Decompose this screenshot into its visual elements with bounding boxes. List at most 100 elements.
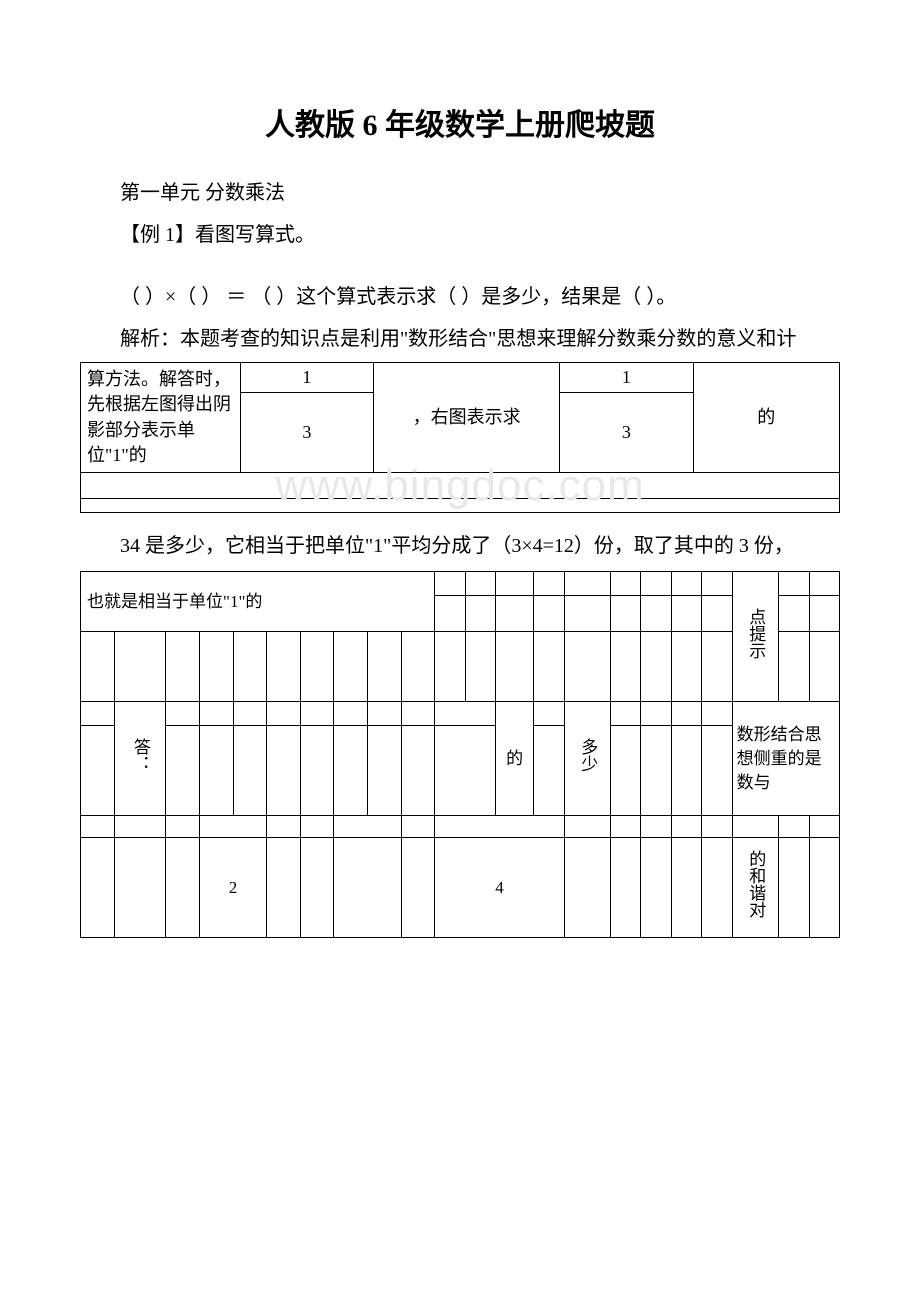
cell — [300, 726, 334, 816]
cell — [702, 702, 732, 726]
cell — [564, 632, 611, 702]
cell — [534, 596, 564, 632]
cell — [809, 838, 839, 938]
cell — [401, 838, 435, 938]
cell — [641, 596, 671, 632]
cell: 的 — [496, 702, 534, 816]
cell — [199, 632, 233, 702]
cell: 1 — [240, 363, 373, 393]
cell: 1 — [560, 363, 693, 393]
cell — [166, 816, 200, 838]
cell — [611, 726, 641, 816]
cell — [81, 499, 840, 513]
analysis-intro: 解析：本题考查的知识点是利用"数形结合"思想来理解分数乘分数的意义和计 — [80, 320, 840, 358]
cell — [702, 572, 732, 596]
cell: 3 — [240, 393, 373, 473]
cell — [267, 726, 301, 816]
table-row — [81, 632, 840, 702]
cell — [611, 702, 641, 726]
table-2: 也就是相当于单位"1"的 点提示 — [80, 571, 840, 938]
cell — [401, 702, 435, 726]
cell — [465, 596, 495, 632]
cell — [732, 816, 779, 838]
cell: 算方法。解答时，先根据左图得出阴影部分表示单位"1"的 — [81, 363, 241, 473]
cell — [564, 816, 611, 838]
cell — [435, 596, 465, 632]
cell: 3 — [560, 393, 693, 473]
cell — [611, 838, 641, 938]
cell — [496, 596, 534, 632]
cell — [199, 702, 233, 726]
cell — [465, 572, 495, 596]
cell — [641, 702, 671, 726]
cell — [534, 726, 564, 816]
table-row: 2 4 的和谐对 — [81, 838, 840, 938]
unit-heading: 第一单元 分数乘法 — [80, 174, 840, 212]
cell — [671, 632, 701, 702]
cell — [779, 838, 809, 938]
cell — [702, 816, 732, 838]
cell — [300, 838, 334, 938]
cell: 多少 — [564, 702, 611, 816]
cell — [233, 726, 267, 816]
tip-text-cell: 数形结合思想侧重的是数与 — [732, 702, 839, 816]
table-row: 也就是相当于单位"1"的 点提示 — [81, 572, 840, 596]
tip-label-cell: 点提示 — [732, 572, 779, 702]
cell — [300, 816, 334, 838]
table-row — [81, 726, 840, 816]
cell — [534, 572, 564, 596]
cell — [81, 816, 115, 838]
cell: 2 — [199, 838, 266, 938]
mid-paragraph: 34 是多少，它相当于把单位"1"平均分成了（3×4=12）份，取了其中的 3 … — [80, 527, 840, 565]
page-title: 人教版 6 年级数学上册爬坡题 — [80, 100, 840, 144]
cell — [435, 816, 564, 838]
table-1: 算方法。解答时，先根据左图得出阴影部分表示单位"1"的 1 ，右图表示求 1 的… — [80, 362, 840, 513]
cell — [401, 816, 435, 838]
cell — [496, 632, 534, 702]
cell — [671, 816, 701, 838]
cell — [401, 726, 435, 816]
cell — [564, 838, 611, 938]
cell — [368, 702, 402, 726]
cell — [779, 572, 809, 596]
cell — [233, 632, 267, 702]
cell — [166, 726, 200, 816]
cell — [702, 838, 732, 938]
cell — [334, 838, 401, 938]
cell — [267, 632, 301, 702]
cell — [809, 596, 839, 632]
cell — [267, 702, 301, 726]
example-label: 【例 1】看图写算式。 — [80, 216, 840, 254]
cell — [611, 632, 641, 702]
cell: 的 — [693, 363, 840, 473]
cell — [114, 816, 166, 838]
cell — [702, 726, 732, 816]
cell: ，右图表示求 — [373, 363, 559, 473]
cell — [641, 816, 671, 838]
cell — [81, 632, 115, 702]
cell — [199, 816, 266, 838]
cell — [81, 702, 115, 726]
cell — [641, 572, 671, 596]
cell — [671, 838, 701, 938]
cell — [534, 702, 564, 726]
cell — [671, 702, 701, 726]
cell — [166, 702, 200, 726]
cell: 4 — [435, 838, 564, 938]
cell — [611, 572, 641, 596]
cell — [809, 816, 839, 838]
cell — [671, 572, 701, 596]
equation-line: （ ）×（ ） ＝ （ ）这个算式表示求（ ）是多少，结果是（ ）。 — [80, 278, 840, 316]
cell — [641, 632, 671, 702]
cell — [564, 596, 611, 632]
cell — [114, 632, 166, 702]
table-row — [81, 499, 840, 513]
cell — [779, 632, 809, 702]
cell — [465, 632, 495, 702]
cell — [334, 726, 368, 816]
table-row — [81, 816, 840, 838]
cell — [702, 632, 732, 702]
table-row: 算方法。解答时，先根据左图得出阴影部分表示单位"1"的 1 ，右图表示求 1 的 — [81, 363, 840, 393]
cell — [267, 816, 301, 838]
cell — [702, 596, 732, 632]
